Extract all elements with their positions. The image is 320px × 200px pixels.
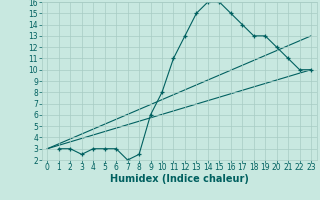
X-axis label: Humidex (Indice chaleur): Humidex (Indice chaleur) — [110, 174, 249, 184]
